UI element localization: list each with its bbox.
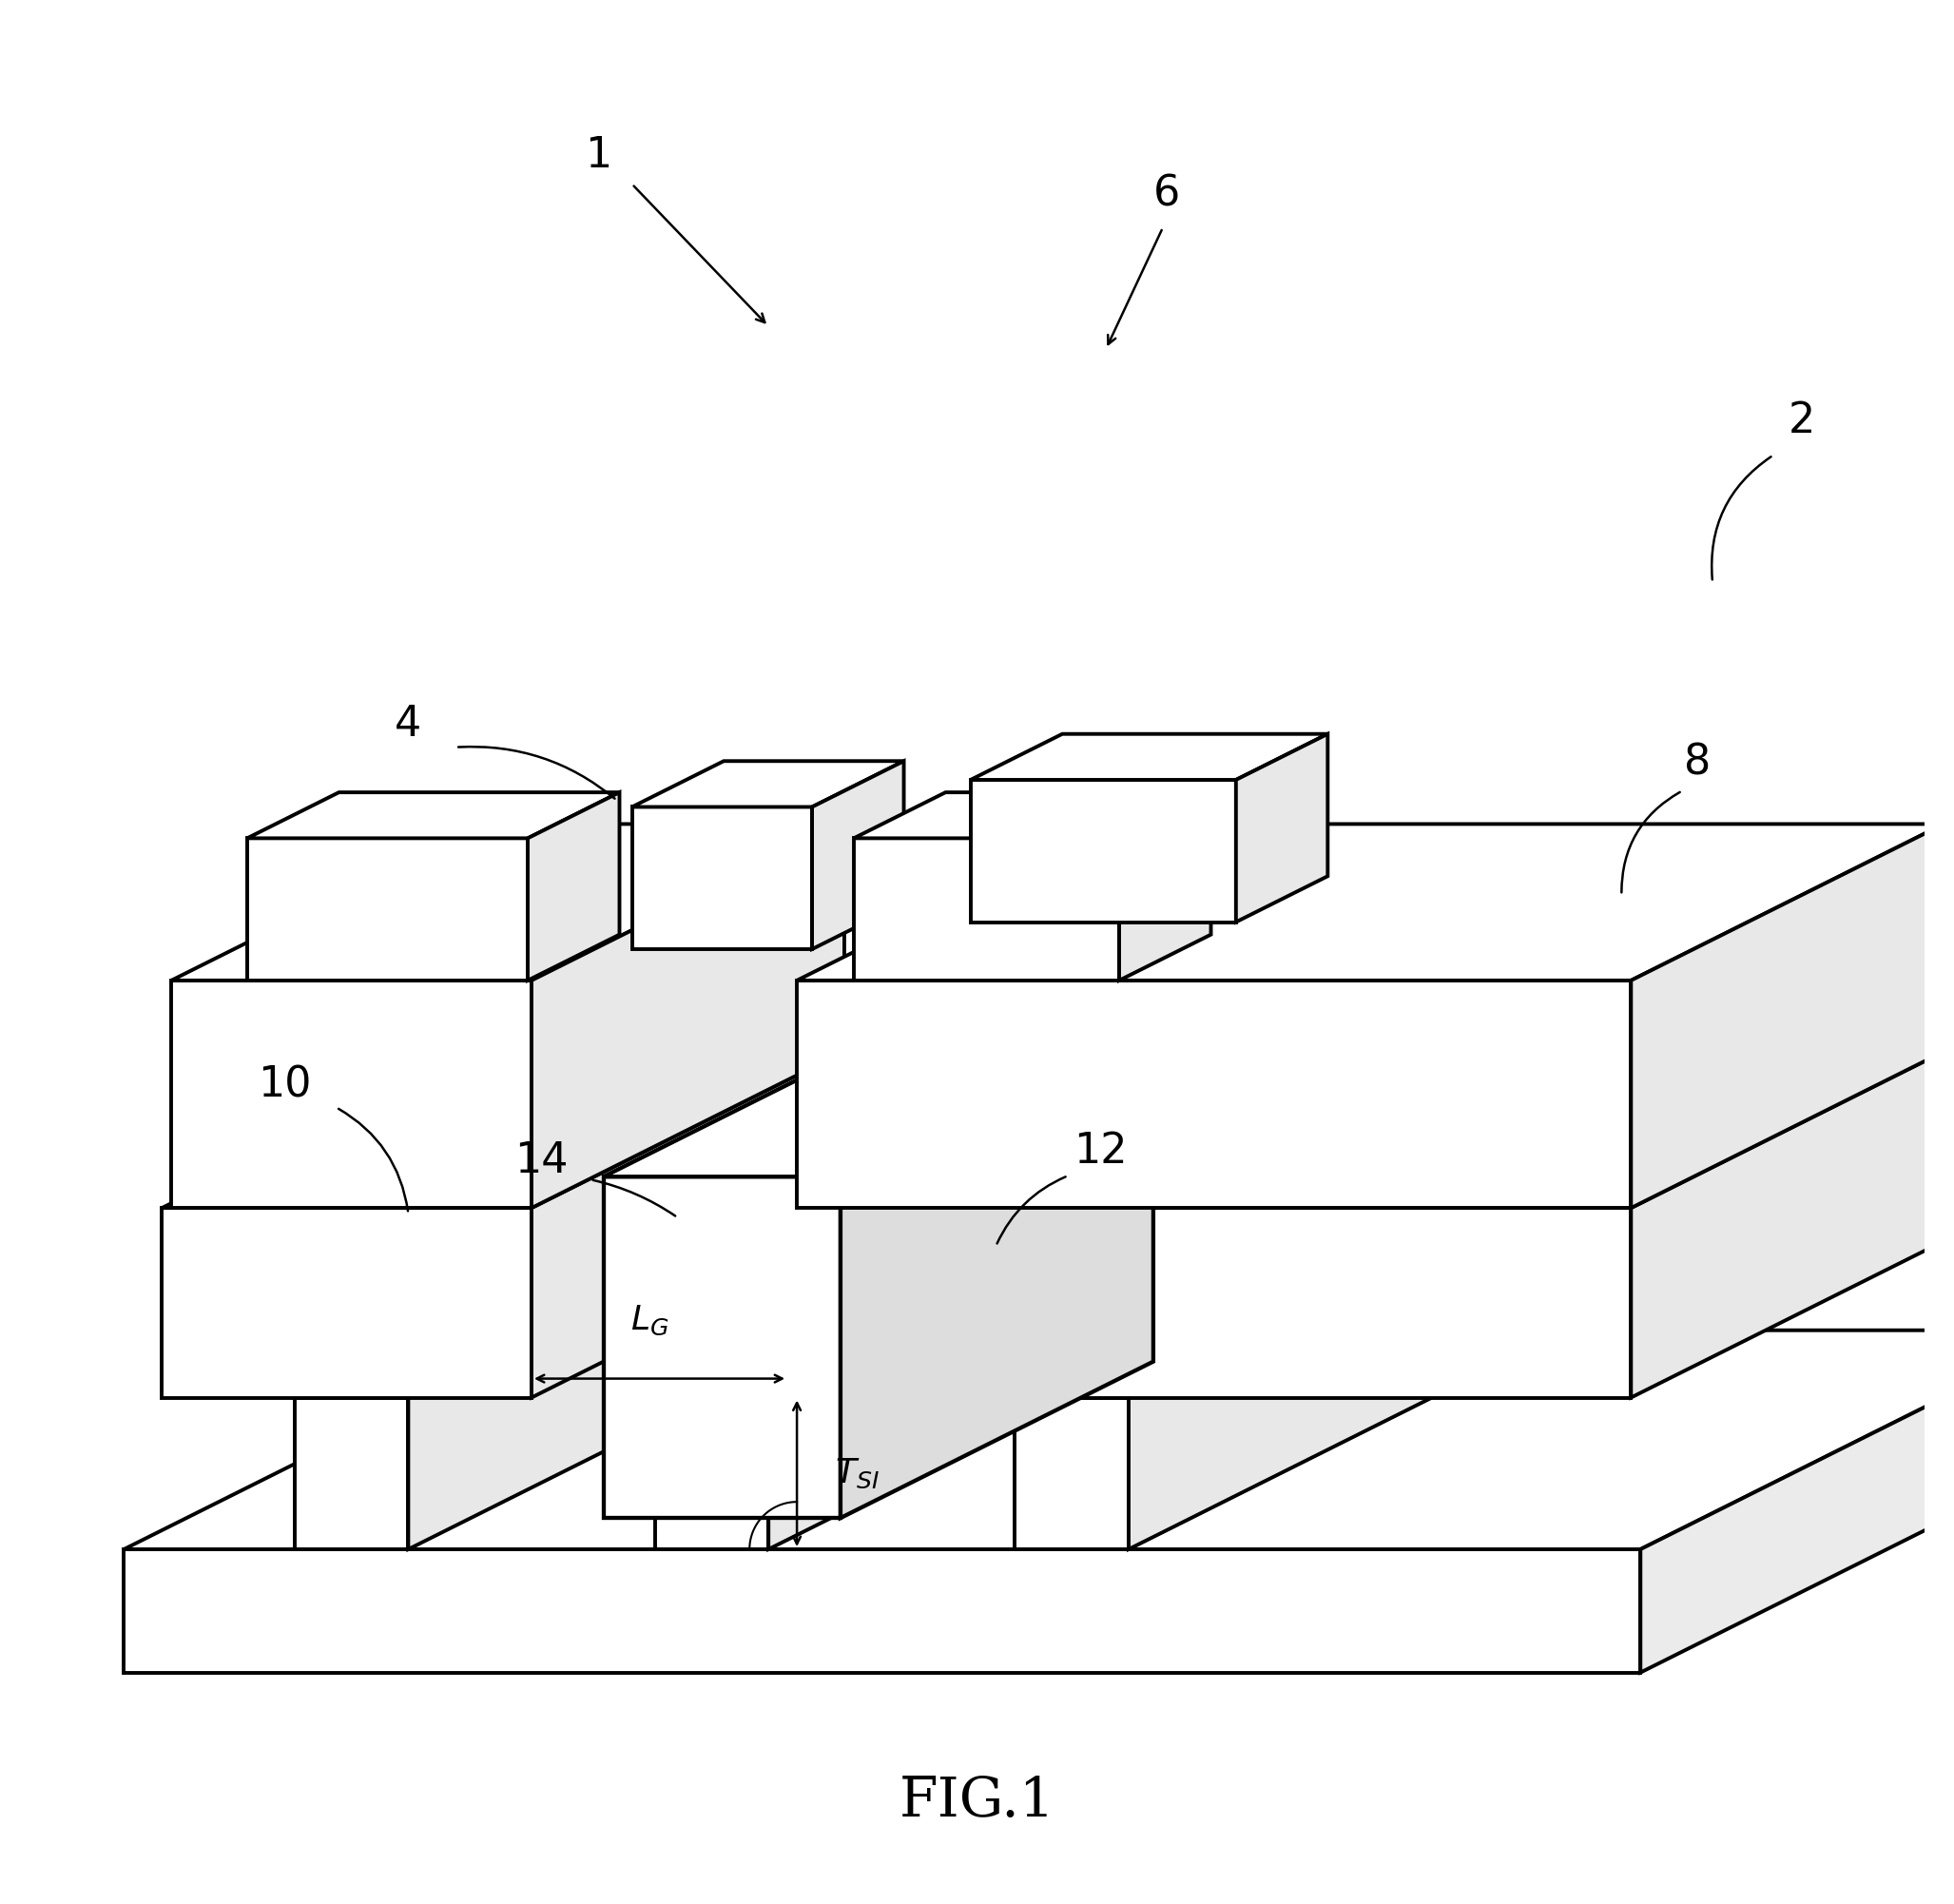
Polygon shape — [295, 1179, 846, 1398]
Polygon shape — [854, 838, 1120, 981]
Text: $L_G$: $L_G$ — [631, 1304, 668, 1337]
Polygon shape — [1237, 733, 1327, 922]
Text: $T_{SI}$: $T_{SI}$ — [834, 1457, 879, 1491]
Polygon shape — [246, 838, 528, 981]
Text: 10: 10 — [258, 1064, 313, 1104]
Polygon shape — [1632, 988, 1954, 1398]
Polygon shape — [797, 824, 1944, 981]
Polygon shape — [1120, 792, 1211, 981]
Polygon shape — [631, 807, 813, 950]
Polygon shape — [162, 988, 969, 1207]
Text: 2: 2 — [1788, 400, 1815, 442]
Polygon shape — [971, 781, 1237, 922]
Polygon shape — [528, 792, 619, 981]
Polygon shape — [604, 1177, 840, 1517]
Polygon shape — [123, 1550, 1641, 1672]
Text: FIG.1: FIG.1 — [899, 1775, 1055, 1828]
Polygon shape — [123, 1331, 1954, 1550]
Polygon shape — [1641, 1331, 1954, 1672]
Polygon shape — [1014, 1398, 1129, 1550]
Polygon shape — [655, 1179, 1206, 1398]
Polygon shape — [246, 792, 619, 838]
Polygon shape — [172, 824, 844, 981]
Polygon shape — [531, 824, 844, 1207]
Text: 6: 6 — [1153, 173, 1180, 213]
Polygon shape — [1129, 1179, 1567, 1550]
Text: 4: 4 — [395, 704, 422, 744]
Polygon shape — [768, 1179, 1206, 1550]
Text: 14: 14 — [514, 1140, 569, 1180]
Polygon shape — [408, 1179, 846, 1550]
Polygon shape — [813, 762, 905, 950]
Polygon shape — [1632, 824, 1944, 1207]
Polygon shape — [797, 981, 1632, 1207]
Polygon shape — [840, 1021, 1153, 1517]
Polygon shape — [162, 1207, 531, 1398]
Text: 8: 8 — [1684, 743, 1712, 783]
Polygon shape — [631, 762, 905, 807]
Polygon shape — [787, 1207, 1632, 1398]
Polygon shape — [1014, 1179, 1567, 1398]
Polygon shape — [787, 988, 1954, 1207]
Polygon shape — [295, 1398, 408, 1550]
Polygon shape — [172, 981, 531, 1207]
Polygon shape — [971, 733, 1327, 781]
Text: 1: 1 — [584, 135, 612, 175]
Polygon shape — [854, 792, 1211, 838]
Polygon shape — [531, 988, 969, 1398]
Polygon shape — [604, 1021, 1153, 1177]
Text: 12: 12 — [1073, 1131, 1127, 1171]
Polygon shape — [655, 1398, 768, 1550]
